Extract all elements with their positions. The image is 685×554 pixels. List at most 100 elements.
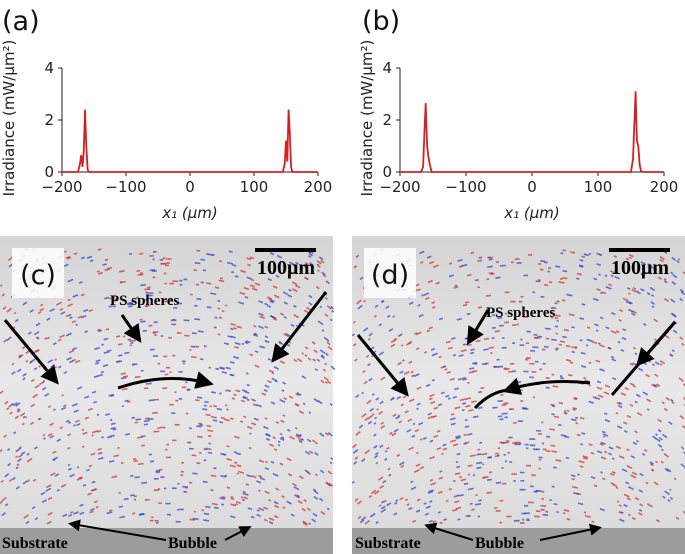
particle bbox=[204, 505, 211, 509]
particle bbox=[322, 368, 327, 372]
particle bbox=[36, 337, 40, 340]
particle bbox=[245, 483, 250, 486]
particle bbox=[20, 451, 26, 456]
particle bbox=[429, 478, 434, 482]
particle bbox=[429, 400, 436, 405]
particle bbox=[576, 272, 582, 276]
particle bbox=[392, 413, 397, 418]
particle bbox=[662, 495, 666, 499]
particle bbox=[63, 371, 68, 375]
particle bbox=[648, 360, 652, 363]
particle bbox=[431, 306, 436, 309]
flow-arrow bbox=[271, 291, 328, 363]
particle bbox=[224, 418, 230, 422]
particle bbox=[99, 373, 104, 377]
particle bbox=[381, 500, 385, 504]
particle bbox=[110, 426, 116, 430]
particle bbox=[593, 277, 598, 281]
particle bbox=[598, 273, 601, 276]
particle bbox=[86, 468, 90, 472]
particle bbox=[459, 475, 463, 479]
particle bbox=[131, 416, 135, 419]
particle bbox=[570, 474, 576, 477]
particle bbox=[319, 349, 326, 355]
particle bbox=[597, 394, 604, 398]
particle bbox=[581, 432, 586, 435]
particle bbox=[280, 419, 285, 423]
particle bbox=[610, 274, 614, 278]
particle bbox=[118, 269, 125, 273]
particle bbox=[594, 396, 601, 401]
particle bbox=[628, 292, 631, 295]
particle bbox=[618, 455, 625, 460]
particle bbox=[610, 482, 615, 486]
particle bbox=[33, 367, 38, 371]
particle bbox=[651, 383, 657, 388]
particle bbox=[30, 421, 35, 426]
particle bbox=[404, 410, 409, 414]
particle bbox=[386, 446, 390, 450]
particle bbox=[4, 503, 9, 507]
particle bbox=[553, 415, 559, 419]
particle bbox=[22, 480, 28, 485]
particle bbox=[368, 377, 373, 382]
particle bbox=[414, 332, 418, 335]
particle bbox=[554, 314, 561, 317]
particle bbox=[67, 278, 74, 283]
particle bbox=[453, 494, 460, 498]
particle bbox=[108, 393, 115, 397]
particle bbox=[551, 338, 557, 342]
particle bbox=[626, 448, 630, 452]
particle bbox=[301, 352, 305, 355]
particle bbox=[18, 354, 22, 358]
particle bbox=[250, 278, 255, 282]
particle bbox=[88, 309, 93, 313]
particle bbox=[607, 346, 612, 350]
particle bbox=[371, 393, 375, 396]
particle bbox=[454, 387, 459, 391]
particle bbox=[361, 391, 365, 395]
particle bbox=[76, 477, 83, 481]
arrow bbox=[424, 522, 474, 541]
particle bbox=[192, 517, 199, 520]
particle bbox=[191, 332, 197, 335]
particle bbox=[596, 380, 602, 384]
particle bbox=[657, 418, 663, 423]
particle bbox=[98, 451, 103, 455]
particle bbox=[591, 340, 598, 345]
particle bbox=[111, 475, 118, 479]
particle bbox=[363, 380, 368, 385]
particle bbox=[18, 446, 22, 450]
particle bbox=[653, 481, 659, 486]
particle bbox=[84, 330, 88, 334]
particle bbox=[455, 461, 459, 464]
particle bbox=[81, 314, 87, 319]
particle bbox=[221, 503, 225, 506]
particle bbox=[469, 367, 475, 370]
particle bbox=[659, 258, 664, 263]
particle bbox=[226, 486, 230, 489]
particle bbox=[227, 335, 232, 338]
particles-label: PS spheres bbox=[110, 293, 179, 309]
particle bbox=[540, 504, 547, 507]
flow-arrow bbox=[117, 371, 214, 390]
particle bbox=[494, 330, 500, 333]
particle bbox=[312, 358, 316, 362]
particle bbox=[617, 404, 623, 409]
particle bbox=[249, 432, 252, 435]
particle bbox=[295, 434, 300, 439]
particle bbox=[454, 500, 460, 504]
particle bbox=[203, 512, 210, 516]
particle bbox=[295, 392, 300, 397]
particle bbox=[263, 506, 269, 510]
particle bbox=[585, 344, 589, 347]
particle bbox=[311, 439, 316, 443]
particle bbox=[235, 389, 241, 393]
particle bbox=[300, 438, 305, 441]
particle bbox=[327, 432, 333, 437]
particle bbox=[435, 281, 440, 285]
particle bbox=[626, 414, 632, 419]
particle bbox=[210, 489, 214, 492]
particle bbox=[302, 402, 306, 406]
particle bbox=[96, 413, 100, 416]
